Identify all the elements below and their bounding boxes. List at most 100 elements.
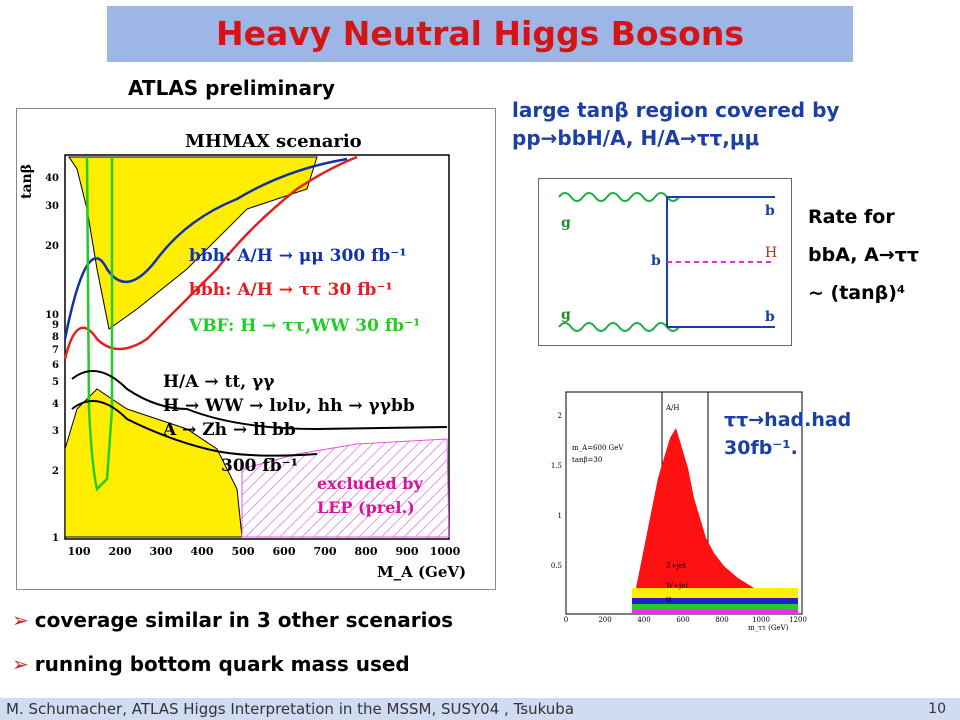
bullet-arrow-icon: ➢ xyxy=(12,608,29,632)
y-tick: 9 xyxy=(52,320,59,331)
process-line-2: pp→bbH/A, H/A→ττ,μμ xyxy=(512,126,760,150)
x-tick-labels: 100 200 300 400 500 600 700 800 900 1000 xyxy=(68,545,461,558)
mass-label: m_A=600 GeV xyxy=(572,444,624,452)
hist-y-tick: 1 xyxy=(558,512,562,520)
black-contour-2 xyxy=(71,400,318,457)
tanb-label: tanβ=30 xyxy=(572,456,602,464)
legend-tautau: bbh: A/H → ττ 30 fb⁻¹ xyxy=(189,280,393,300)
histogram-svg: A/H m_A=600 GeV tanβ=30 Z+jet W+jet tt m… xyxy=(551,391,807,632)
legend-h-ww: H → WW → lνlν, hh → γγbb xyxy=(163,396,415,416)
hist-y-tick: 2 xyxy=(558,412,562,420)
x-axis-label: M_A (GeV) xyxy=(377,563,466,581)
signal-histogram xyxy=(632,428,798,614)
other-band xyxy=(632,610,798,614)
hist-x-tick: 400 xyxy=(637,616,650,624)
exclusion-plot-svg: 100 200 300 400 500 600 700 800 900 1000… xyxy=(19,131,466,581)
lumi-300-label: 300 fb⁻¹ xyxy=(221,456,298,476)
y-tick: 5 xyxy=(52,377,59,388)
excluded-label-2: LEP (prel.) xyxy=(317,498,415,517)
process-description: large tanβ region covered by pp→bbH/A, H… xyxy=(512,96,839,152)
bullet-2-text: running bottom quark mass used xyxy=(34,652,410,676)
scenario-label: MHMAX scenario xyxy=(185,131,362,152)
wjet-band xyxy=(632,598,798,604)
y-tick: 6 xyxy=(52,360,59,371)
legend-vbf: VBF: H → ττ,WW 30 fb⁻¹ xyxy=(188,316,420,336)
title-bar: Heavy Neutral Higgs Bosons xyxy=(107,6,853,62)
hist-x-tick: 800 xyxy=(715,616,728,624)
rate-line-1: Rate for xyxy=(808,206,895,228)
x-tick: 200 xyxy=(109,545,132,558)
mumu-curve xyxy=(63,157,348,340)
tt-label: tt xyxy=(666,596,672,604)
y-tick: 4 xyxy=(52,399,59,410)
b-bottom-label: b xyxy=(765,309,775,325)
hist-x-tick: 600 xyxy=(676,616,689,624)
g-top-label: g xyxy=(561,215,571,231)
bullet-2: ➢ running bottom quark mass used xyxy=(12,652,410,676)
x-tick: 900 xyxy=(396,545,419,558)
y-tick: 20 xyxy=(45,241,59,252)
y-tick: 1 xyxy=(52,533,59,544)
yellow-upper-region xyxy=(68,156,318,330)
legend-a-zh: A → Zh → ll bb xyxy=(162,420,296,440)
x-tick: 700 xyxy=(314,545,337,558)
rate-line-3: ~ (tanβ)⁴ xyxy=(808,282,906,304)
bullet-1: ➢ coverage similar in 3 other scenarios xyxy=(12,608,453,632)
mass-histogram: A/H m_A=600 GeV tanβ=30 Z+jet W+jet tt m… xyxy=(548,388,818,636)
hist-label-2: 30fb⁻¹. xyxy=(724,437,798,459)
exclusion-plot: 100 200 300 400 500 600 700 800 900 1000… xyxy=(16,108,496,590)
hist-y-tick: 1.5 xyxy=(551,462,562,470)
process-line-1: large tanβ region covered by xyxy=(512,98,840,122)
atlas-preliminary-label: ATLAS preliminary xyxy=(128,76,335,100)
footer-text: M. Schumacher, ATLAS Higgs Interpretatio… xyxy=(6,700,575,718)
y-tick-labels: 1 2 3 4 5 6 7 8 9 10 20 30 40 xyxy=(45,173,59,544)
x-tick: 500 xyxy=(232,545,255,558)
y-tick: 3 xyxy=(52,426,59,437)
slide-title: Heavy Neutral Higgs Bosons xyxy=(216,14,744,53)
hist-x-tick: 200 xyxy=(598,616,611,624)
g-bottom-label: g xyxy=(561,307,571,323)
rate-line-2: bbA, A→ττ xyxy=(808,244,919,266)
yellow-lower-region xyxy=(64,388,243,538)
lep-excluded-hatch xyxy=(241,438,450,538)
hist-label-1: ττ→had.had xyxy=(724,409,852,431)
footer: M. Schumacher, ATLAS Higgs Interpretatio… xyxy=(0,698,960,720)
gluon-bottom xyxy=(558,322,680,332)
hist-x-tick: 0 xyxy=(564,616,568,624)
y-axis-label: tanβ xyxy=(19,164,35,199)
x-tick: 1000 xyxy=(430,545,461,558)
zjet-label: Z+jet xyxy=(666,562,686,570)
legend-ha-tt: H/A → tt, γγ xyxy=(163,372,275,392)
x-tick: 400 xyxy=(191,545,214,558)
zjet-band xyxy=(632,588,798,598)
y-tick: 2 xyxy=(52,466,59,477)
y-tick: 30 xyxy=(45,201,59,212)
hist-x-tick: 1200 xyxy=(789,616,807,624)
feynman-svg: g g b b b H xyxy=(558,192,777,332)
ah-label: A/H xyxy=(665,404,680,412)
x-tick: 600 xyxy=(273,545,296,558)
hist-x-label: m_ττ (GeV) xyxy=(748,624,789,632)
hist-channel-label: ττ→had.had 30fb⁻¹. xyxy=(724,406,851,462)
y-tick: 8 xyxy=(52,332,59,343)
y-tick: 40 xyxy=(45,173,59,184)
bullet-1-text: coverage similar in 3 other scenarios xyxy=(34,608,454,632)
gluon-top xyxy=(558,192,680,202)
x-tick: 300 xyxy=(150,545,173,558)
x-tick: 100 xyxy=(68,545,91,558)
bullet-arrow-icon: ➢ xyxy=(12,652,29,676)
y-tick: 10 xyxy=(45,310,59,321)
hist-y-tick: 0.5 xyxy=(551,562,562,570)
wjet-label: W+jet xyxy=(666,582,688,590)
rate-text: Rate for bbA, A→ττ ~ (tanβ)⁴ xyxy=(808,198,919,312)
feynman-diagram: g g b b b H xyxy=(538,178,792,346)
page-number: 10 xyxy=(928,701,946,717)
b-top-label: b xyxy=(765,203,775,219)
hist-x-tick: 1000 xyxy=(752,616,770,624)
histogram-texts: A/H m_A=600 GeV tanβ=30 Z+jet W+jet tt m… xyxy=(551,404,807,632)
legend-mumu: bbh: A/H → μμ 300 fb⁻¹ xyxy=(189,246,407,266)
x-tick: 800 xyxy=(355,545,378,558)
black-contour-1 xyxy=(71,370,448,431)
y-tick: 7 xyxy=(52,345,59,356)
excluded-label-1: excluded by xyxy=(317,474,423,493)
